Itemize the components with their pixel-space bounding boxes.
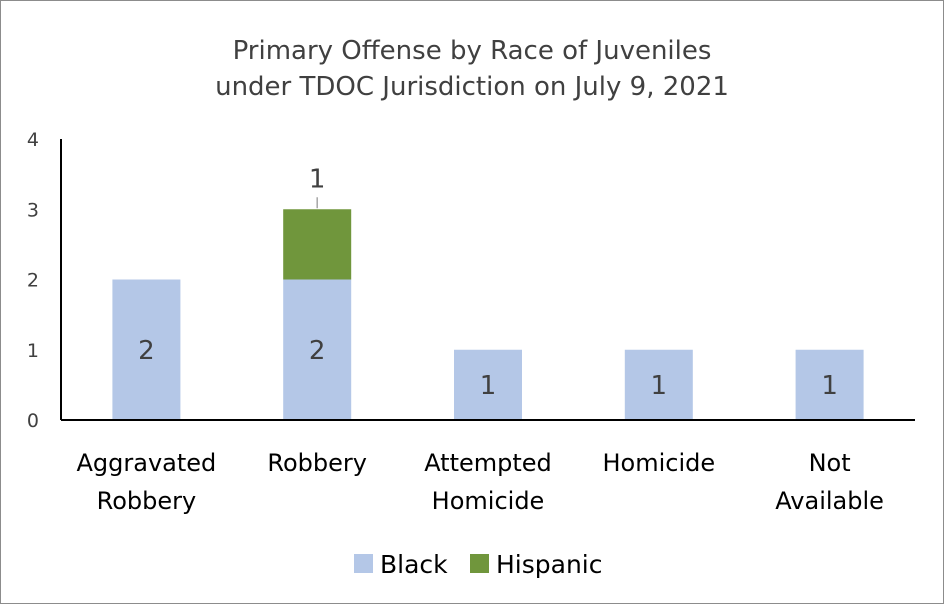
y-axis-ticks: 0 1 2 3 4 (27, 129, 39, 432)
x-axis-ticks: Aggravated Robbery Robbery Attempted Homicid… (77, 449, 884, 515)
x-tick-label: Robbery (97, 487, 197, 515)
bar-black (454, 349, 522, 420)
x-tick-label: Attempted (424, 449, 552, 477)
y-tick-label: 4 (27, 129, 39, 151)
y-tick-label: 1 (27, 340, 39, 362)
bar-black (795, 349, 864, 420)
x-tick-label: Homicide (602, 449, 715, 477)
data-label-hispanic: 1 (309, 164, 326, 194)
data-label-black: 2 (138, 336, 155, 366)
y-tick-label: 3 (27, 199, 39, 221)
data-label-black: 1 (651, 371, 668, 401)
legend-label-hispanic: Hispanic (496, 550, 603, 579)
bar-black (112, 279, 181, 420)
chart-title-line-1: Primary Offense by Race of Juveniles (233, 36, 712, 66)
chart-title: Primary Offense by Race of Juveniles unde… (215, 36, 729, 102)
x-tick-label: Aggravated (77, 449, 217, 477)
legend-swatch-hispanic (470, 554, 489, 573)
data-label-black: 1 (821, 371, 838, 401)
x-tick-label: Available (775, 487, 884, 515)
x-tick-label: Robbery (267, 449, 367, 477)
data-labels: 2 2 1 1 1 1 (138, 164, 838, 401)
data-label-black: 1 (480, 371, 497, 401)
legend-swatch-black (354, 554, 373, 573)
x-tick-label: Homicide (432, 487, 545, 515)
y-tick-label: 0 (27, 410, 39, 432)
chart-title-line-2: under TDOC Jurisdiction on July 9, 2021 (215, 72, 729, 102)
data-label-black: 2 (309, 336, 326, 366)
x-tick-label: Not (809, 449, 851, 477)
bar-hispanic (283, 209, 352, 280)
axes (60, 139, 915, 421)
bar-black (283, 279, 352, 420)
bars (112, 209, 864, 420)
y-tick-label: 2 (27, 270, 39, 292)
bar-black (624, 349, 693, 420)
legend-label-black: Black (380, 550, 448, 579)
legend: Black Hispanic (354, 550, 603, 579)
